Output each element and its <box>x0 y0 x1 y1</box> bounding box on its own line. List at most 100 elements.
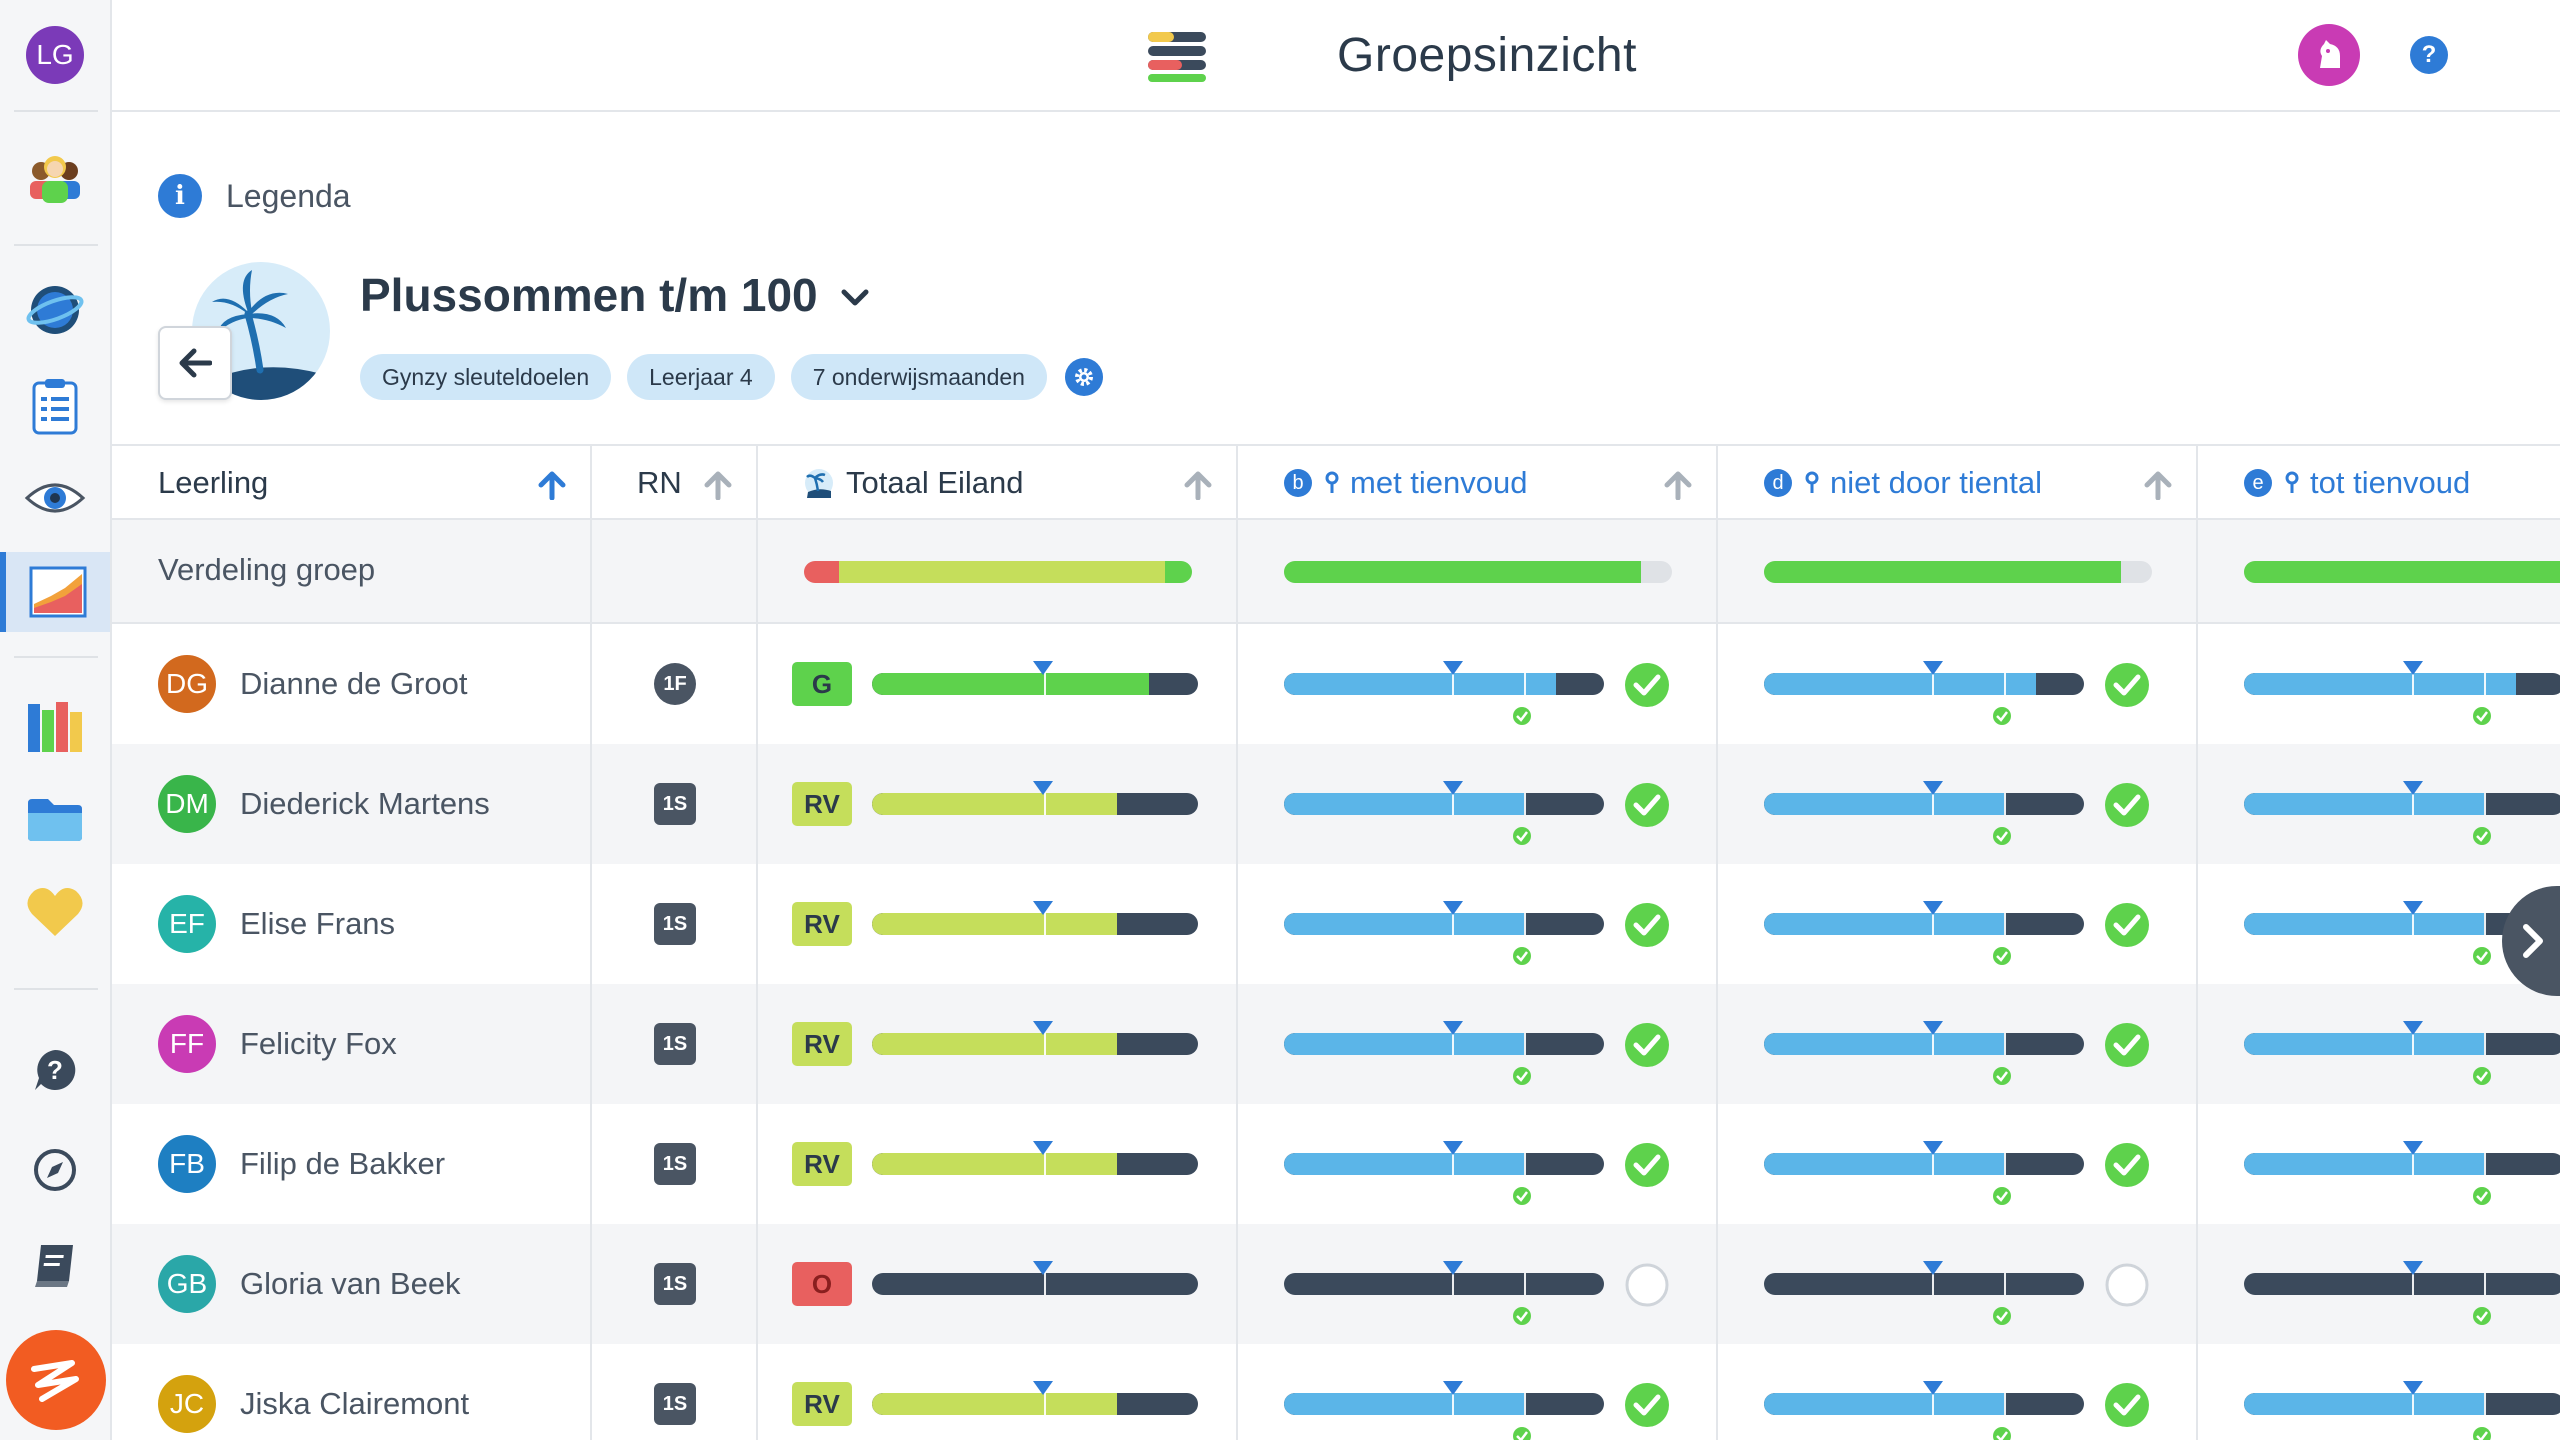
goal-progress-fill <box>1764 793 2004 815</box>
sidebar-item-manual[interactable] <box>0 1226 110 1306</box>
sort-icon <box>2144 471 2172 500</box>
goal-progress-bar <box>2244 1033 2560 1055</box>
app-title: Groepsinzicht <box>1337 29 1637 82</box>
bar-divider <box>1932 793 1934 815</box>
sidebar-item-library[interactable] <box>0 686 110 766</box>
goal-progress-bar <box>2244 1393 2560 1415</box>
rn-cell: 1S <box>592 1224 758 1344</box>
goal-cell <box>1238 984 1718 1104</box>
legend-toggle[interactable]: i Legenda <box>158 174 351 218</box>
norm-marker-icon <box>1923 1021 1943 1035</box>
back-button[interactable] <box>158 326 232 400</box>
check-circle-icon <box>2105 1143 2149 1187</box>
student-avatar: DM <box>158 775 216 833</box>
col-header-goal-e-label: tot tienvoud <box>2310 465 2471 500</box>
student-avatar: EF <box>158 895 216 953</box>
goal-progress-bar <box>1764 1153 2084 1175</box>
level-badge: RV <box>792 902 852 946</box>
total-progress-bar <box>872 1153 1198 1175</box>
bar-divider <box>2484 1393 2486 1415</box>
goal-cell <box>1718 984 2198 1104</box>
sidebar-item-explore[interactable] <box>0 1130 110 1210</box>
legend-label: Legenda <box>226 177 351 214</box>
draw-tool-button[interactable] <box>6 1330 106 1430</box>
mascot-button[interactable] <box>2298 24 2360 86</box>
goal-letter-badge: b <box>1284 469 1312 497</box>
student-name[interactable]: Diederick Martens <box>240 786 490 821</box>
level-badge: RV <box>792 782 852 826</box>
bar-divider <box>1452 1273 1454 1295</box>
student-cell: DM Diederick Martens <box>112 744 592 864</box>
student-cell: EF Elise Frans <box>112 864 592 984</box>
total-progress-fill <box>872 1033 1117 1055</box>
student-name[interactable]: Elise Frans <box>240 906 396 941</box>
table-row[interactable]: DG Dianne de Groot 1F G <box>112 624 2560 744</box>
sidebar-item-students[interactable] <box>0 138 110 218</box>
col-header-rn[interactable]: RN <box>592 446 758 520</box>
norm-marker-icon <box>1443 1381 1463 1395</box>
col-header-goal-d[interactable]: d niet door tiental <box>1718 446 2198 520</box>
norm-marker-icon <box>1033 901 1053 915</box>
student-avatar: JC <box>158 1375 216 1433</box>
distribution-segment-red <box>804 561 839 583</box>
help-button[interactable]: ? <box>2410 36 2448 74</box>
rn-badge: 1S <box>654 1143 696 1185</box>
goal-cell <box>2198 1344 2560 1440</box>
sidebar-item-help[interactable]: ? <box>0 1030 110 1110</box>
sidebar-item-observe[interactable] <box>0 458 110 538</box>
bar-divider <box>1452 1393 1454 1415</box>
check-circle-icon <box>2105 1023 2149 1067</box>
distribution-segment-lime <box>838 561 1165 583</box>
student-name[interactable]: Dianne de Groot <box>240 666 468 701</box>
goal-progress-bar <box>1764 1033 2084 1055</box>
rn-cell: 1S <box>592 864 758 984</box>
bar-divider <box>1932 1393 1934 1415</box>
sidebar-item-folders[interactable] <box>0 780 110 860</box>
col-header-goal-b[interactable]: b met tienvoud <box>1238 446 1718 520</box>
bar-divider <box>1044 1393 1046 1415</box>
col-header-goal-e[interactable]: e tot tienvoud <box>2198 446 2560 520</box>
col-header-student[interactable]: Leerling <box>112 446 592 520</box>
table-row[interactable]: EF Elise Frans 1S RV <box>112 864 2560 984</box>
goal-cell <box>1718 864 2198 984</box>
horse-icon <box>2320 40 2340 68</box>
students-icon <box>30 156 80 203</box>
student-name[interactable]: Filip de Bakker <box>240 1146 446 1181</box>
settings-button[interactable] <box>1064 358 1103 396</box>
check-dot-icon <box>2473 1187 2491 1205</box>
user-avatar[interactable]: LG <box>26 26 84 84</box>
check-dot-icon <box>1513 827 1531 845</box>
student-name[interactable]: Gloria van Beek <box>240 1266 461 1301</box>
top-bar: Groepsinzicht ? <box>112 0 2560 112</box>
marker-icon <box>31 1360 79 1402</box>
goal-progress-fill <box>1284 1393 1524 1415</box>
table-row[interactable]: JC Jiska Clairemont 1S RV <box>112 1344 2560 1440</box>
goal-cell <box>1238 864 1718 984</box>
check-dot-icon <box>2473 1067 2491 1085</box>
module-selector[interactable]: Plussommen t/m 100 <box>360 268 870 322</box>
table-row[interactable]: FB Filip de Bakker 1S RV <box>112 1104 2560 1224</box>
total-cell: RV <box>758 1344 1238 1440</box>
level-badge: RV <box>792 1022 852 1066</box>
sidebar-item-lessons[interactable] <box>0 366 110 446</box>
table-row[interactable]: DM Diederick Martens 1S RV <box>112 744 2560 864</box>
student-name[interactable]: Jiska Clairemont <box>240 1386 470 1421</box>
books-icon <box>28 702 82 752</box>
sidebar-item-planet[interactable] <box>0 270 110 350</box>
gear-icon <box>1074 368 1093 386</box>
tag-months: 7 onderwijsmaanden <box>790 354 1047 400</box>
norm-marker-icon <box>1033 661 1053 675</box>
table-row[interactable]: FF Felicity Fox 1S RV <box>112 984 2560 1104</box>
student-name[interactable]: Felicity Fox <box>240 1026 397 1061</box>
sort-icon <box>1184 471 1212 500</box>
distribution-label: Verdeling groep <box>158 552 376 587</box>
sidebar-item-favorites[interactable] <box>0 872 110 952</box>
sidebar-item-groepsinzicht[interactable] <box>0 552 110 632</box>
student-avatar: FF <box>158 1015 216 1073</box>
col-header-total[interactable]: Totaal Eiland <box>758 446 1238 520</box>
student-cell: GB Gloria van Beek <box>112 1224 592 1344</box>
table-row[interactable]: GB Gloria van Beek 1S O <box>112 1224 2560 1344</box>
distribution-total-bar <box>804 561 1192 583</box>
total-progress-bar <box>872 673 1198 695</box>
bar-divider <box>2412 1033 2414 1055</box>
